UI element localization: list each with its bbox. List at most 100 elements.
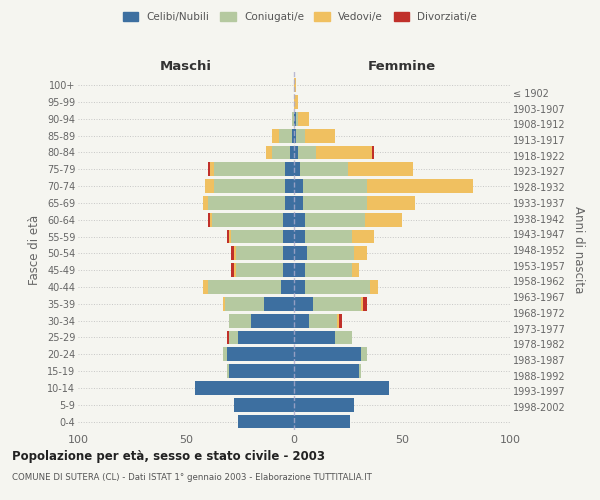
Bar [264, 297, 294, 310]
Bar [229, 364, 294, 378]
Bar [352, 230, 374, 243]
Bar [233, 398, 294, 411]
Bar [294, 398, 355, 411]
Bar [294, 230, 305, 243]
Bar [283, 213, 294, 226]
Bar [367, 196, 415, 210]
Bar [355, 246, 367, 260]
Bar [340, 314, 341, 328]
Bar [210, 162, 214, 176]
Bar [236, 246, 283, 260]
Bar [227, 230, 229, 243]
Bar [266, 146, 272, 160]
Bar [208, 196, 286, 210]
Y-axis label: Anni di nascita: Anni di nascita [572, 206, 585, 294]
Bar [335, 330, 352, 344]
Bar [305, 264, 352, 277]
Bar [286, 196, 294, 210]
Bar [272, 146, 290, 160]
Bar [283, 230, 294, 243]
Bar [302, 196, 367, 210]
Bar [309, 314, 337, 328]
Bar [203, 280, 208, 294]
Bar [227, 330, 229, 344]
Bar [348, 162, 413, 176]
Bar [294, 213, 305, 226]
Bar [208, 213, 210, 226]
Bar [294, 78, 296, 92]
Y-axis label: Fasce di età: Fasce di età [28, 215, 41, 285]
Bar [290, 146, 294, 160]
Bar [208, 162, 210, 176]
Bar [272, 128, 279, 142]
Bar [372, 146, 374, 160]
Text: COMUNE DI SUTERA (CL) - Dati ISTAT 1° gennaio 2003 - Elaborazione TUTTITALIA.IT: COMUNE DI SUTERA (CL) - Dati ISTAT 1° ge… [12, 472, 372, 482]
Bar [294, 128, 296, 142]
Bar [361, 348, 367, 361]
Bar [307, 246, 355, 260]
Bar [238, 330, 294, 344]
Bar [294, 330, 335, 344]
Bar [294, 146, 298, 160]
Bar [301, 162, 348, 176]
Bar [214, 179, 286, 193]
Bar [251, 314, 294, 328]
Legend: Celibi/Nubili, Coniugati/e, Vedovi/e, Divorziati/e: Celibi/Nubili, Coniugati/e, Vedovi/e, Di… [119, 8, 481, 26]
Text: Maschi: Maschi [160, 60, 212, 74]
Bar [305, 128, 335, 142]
Bar [212, 213, 283, 226]
Bar [223, 297, 225, 310]
Bar [296, 112, 298, 126]
Bar [279, 128, 292, 142]
Bar [232, 264, 233, 277]
Bar [352, 264, 359, 277]
Bar [286, 179, 294, 193]
Bar [305, 280, 370, 294]
Bar [316, 146, 372, 160]
Bar [305, 213, 365, 226]
Bar [294, 264, 305, 277]
Bar [294, 414, 350, 428]
Bar [292, 112, 294, 126]
Bar [294, 381, 389, 395]
Bar [359, 364, 361, 378]
Bar [229, 230, 232, 243]
Bar [294, 246, 307, 260]
Bar [236, 264, 283, 277]
Bar [298, 112, 309, 126]
Bar [367, 179, 473, 193]
Bar [225, 297, 264, 310]
Bar [210, 213, 212, 226]
Bar [292, 128, 294, 142]
Bar [294, 280, 305, 294]
Bar [302, 179, 367, 193]
Bar [294, 179, 302, 193]
Bar [214, 162, 286, 176]
Bar [294, 162, 301, 176]
Bar [203, 196, 208, 210]
Bar [305, 230, 352, 243]
Bar [294, 314, 309, 328]
Bar [232, 230, 283, 243]
Text: Popolazione per età, sesso e stato civile - 2003: Popolazione per età, sesso e stato civil… [12, 450, 325, 463]
Bar [233, 246, 236, 260]
Bar [365, 213, 402, 226]
Bar [294, 348, 361, 361]
Bar [229, 314, 251, 328]
Bar [227, 348, 294, 361]
Bar [313, 297, 361, 310]
Bar [283, 246, 294, 260]
Bar [283, 264, 294, 277]
Bar [294, 297, 313, 310]
Bar [223, 348, 227, 361]
Bar [229, 330, 238, 344]
Bar [205, 179, 214, 193]
Bar [363, 297, 367, 310]
Bar [227, 364, 229, 378]
Bar [286, 162, 294, 176]
Bar [208, 280, 281, 294]
Text: Femmine: Femmine [368, 60, 436, 74]
Bar [361, 297, 363, 310]
Bar [294, 112, 296, 126]
Bar [232, 246, 233, 260]
